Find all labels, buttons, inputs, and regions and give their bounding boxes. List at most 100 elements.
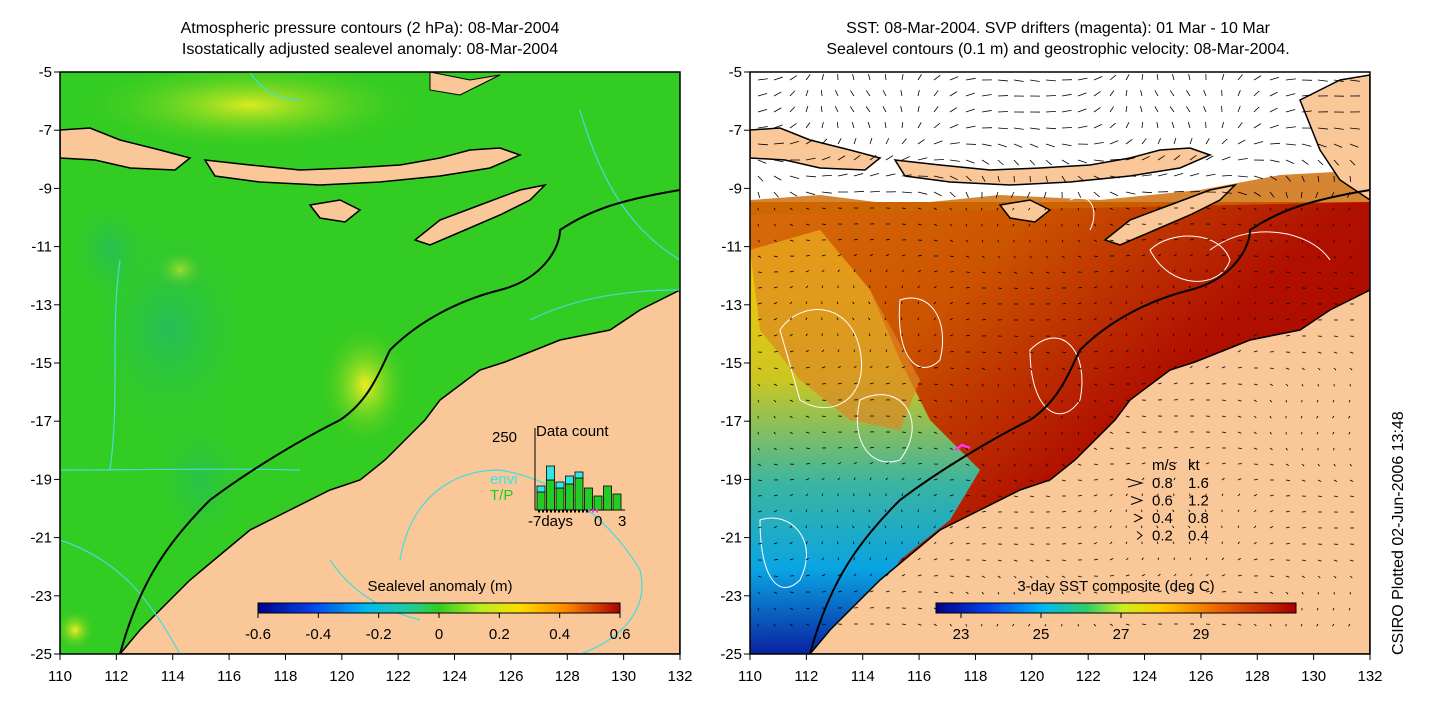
velocity-arrow xyxy=(1109,90,1115,97)
velocity-arrow xyxy=(1316,415,1319,419)
velocity-arrow xyxy=(1045,175,1048,183)
velocity-arrow xyxy=(1141,349,1144,353)
velocity-arrow xyxy=(1093,207,1097,211)
velocity-arrow xyxy=(917,254,922,257)
velocity-arrow xyxy=(901,121,904,129)
velocity-arrow xyxy=(1253,350,1258,353)
right-xtick-label: 114 xyxy=(851,668,875,685)
velocity-arrow xyxy=(805,223,810,226)
velocity-arrow xyxy=(901,73,904,81)
velocity-arrow xyxy=(1253,90,1260,97)
velocity-arrow xyxy=(1173,349,1175,353)
velocity-arrow xyxy=(1012,415,1015,419)
velocity-arrow xyxy=(757,159,767,164)
velocity-arrow xyxy=(901,191,912,194)
velocity-arrow xyxy=(1285,271,1290,273)
velocity-arrow xyxy=(981,367,986,370)
velocity-arrow xyxy=(1077,255,1082,258)
velocity-arrow xyxy=(789,607,794,610)
velocity-arrow xyxy=(997,591,1000,595)
velocity-arrow xyxy=(837,573,841,577)
velocity-arrow xyxy=(1093,123,1103,129)
velocity-arrow xyxy=(1173,269,1176,273)
velocity-arrow xyxy=(821,431,826,434)
velocity-arrow xyxy=(901,525,903,529)
vel-legend-arrow xyxy=(1127,478,1144,488)
velocity-arrow xyxy=(1316,623,1319,627)
velocity-arrow xyxy=(1077,239,1081,243)
velocity-arrow xyxy=(1077,125,1088,129)
velocity-arrow xyxy=(853,573,857,577)
velocity-arrow xyxy=(1237,541,1240,545)
velocity-arrow xyxy=(949,76,959,81)
velocity-arrow xyxy=(933,591,938,594)
velocity-arrow xyxy=(757,191,761,199)
velocity-arrow xyxy=(789,140,800,145)
velocity-arrow xyxy=(1109,207,1114,211)
velocity-arrow xyxy=(1189,462,1194,465)
velocity-arrow xyxy=(917,207,922,210)
colorbar-tick-label: 0.2 xyxy=(489,626,510,643)
velocity-arrow xyxy=(821,223,826,225)
right-ytick-label: -21 xyxy=(720,530,742,547)
velocity-arrow xyxy=(1013,287,1018,290)
velocity-arrow xyxy=(1125,223,1130,226)
velocity-arrow xyxy=(1269,191,1275,198)
svp-drifter-track xyxy=(954,443,971,452)
velocity-arrow xyxy=(821,557,825,561)
velocity-arrow xyxy=(917,557,921,561)
velocity-arrow xyxy=(805,139,814,145)
velocity-arrow xyxy=(1125,89,1128,97)
velocity-arrow xyxy=(901,207,906,210)
inset-bar-tp xyxy=(565,483,574,511)
velocity-arrow xyxy=(1093,76,1103,81)
velocity-arrow xyxy=(900,105,903,113)
velocity-arrow xyxy=(1317,367,1321,371)
velocity-arrow xyxy=(1173,365,1177,369)
data-count-inset: Data count 250 envi T/P -7days 0 3 xyxy=(490,423,626,530)
inset-bar-envi xyxy=(536,485,546,493)
velocity-arrow xyxy=(1109,558,1114,561)
left-colorbar-title: Sealevel anomaly (m) xyxy=(367,578,512,595)
velocity-arrow xyxy=(965,399,968,403)
velocity-arrow xyxy=(1045,591,1048,595)
left-xtick-label: 128 xyxy=(555,668,580,685)
velocity-arrow xyxy=(1285,175,1291,182)
velocity-arrow xyxy=(1026,191,1031,198)
velocity-arrow xyxy=(1332,207,1335,211)
velocity-arrow xyxy=(1300,415,1303,419)
velocity-arrow xyxy=(933,558,938,561)
left-xtick-label: 130 xyxy=(611,668,636,685)
velocity-arrow xyxy=(789,175,800,179)
velocity-arrow xyxy=(917,415,922,418)
velocity-arrow xyxy=(1045,255,1049,259)
velocity-arrow xyxy=(885,138,890,145)
velocity-arrow xyxy=(757,126,768,129)
velocity-arrow xyxy=(1061,383,1064,387)
velocity-arrow xyxy=(789,478,794,481)
velocity-arrow xyxy=(789,106,796,113)
velocity-arrow xyxy=(1205,155,1214,161)
velocity-arrow xyxy=(757,334,762,337)
velocity-arrow xyxy=(1109,106,1115,113)
velocity-arrow xyxy=(1172,333,1175,337)
velocity-arrow xyxy=(1061,175,1066,182)
velocity-arrow xyxy=(885,254,890,257)
velocity-arrow xyxy=(805,557,809,561)
right-ytick-label: -7 xyxy=(729,122,742,139)
velocity-arrow xyxy=(1061,526,1066,529)
velocity-arrow xyxy=(1253,191,1262,197)
velocity-arrow xyxy=(835,90,839,97)
inset-title: Data count xyxy=(536,423,609,440)
velocity-arrow xyxy=(1237,447,1242,450)
right-ytick-label: -17 xyxy=(720,413,742,430)
velocity-arrow xyxy=(933,333,937,337)
velocity-arrow xyxy=(821,285,824,289)
velocity-arrow xyxy=(805,493,809,497)
velocity-arrow xyxy=(1221,174,1232,177)
velocity-arrow xyxy=(901,415,906,418)
velocity-arrow xyxy=(917,157,928,161)
velocity-arrow xyxy=(1029,367,1033,371)
left-xtick-label: 118 xyxy=(273,668,297,685)
velocity-arrow xyxy=(933,207,937,211)
